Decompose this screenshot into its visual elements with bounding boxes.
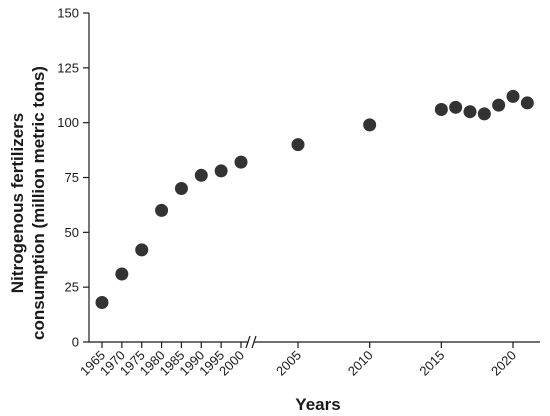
data-point [194,168,208,182]
data-point [234,155,248,169]
y-tick-label: 125 [57,60,79,75]
x-tick-label: 2020 [488,348,519,379]
x-axis-title: Years [295,395,340,414]
data-point [449,100,463,114]
x-axis-break-mark [245,335,251,349]
data-point [477,107,491,121]
y-axis-title-line-1: Nitrogenous fertilizers [8,113,27,293]
y-axis-title: Nitrogenous fertilizers consumption (mil… [8,66,48,340]
x-axis-break-mark [251,335,257,349]
data-point [214,164,228,178]
data-point [115,267,129,281]
data-points [95,89,534,310]
y-tick-label: 25 [65,280,79,295]
data-point [174,181,188,195]
data-point [135,243,149,257]
y-axis-title-line-2: consumption (million metric tons) [29,66,48,340]
y-axis: 0 25 50 75 100 125 150 [57,6,90,350]
data-point [506,89,520,103]
x-tick-label: 2015 [416,348,447,379]
data-point [95,296,109,310]
y-tick-label: 50 [65,225,79,240]
data-point [520,96,534,110]
y-tick-label: 75 [65,170,79,185]
y-tick-label: 100 [57,115,79,130]
data-point [463,105,477,119]
data-point [291,138,305,152]
x-tick-label: 2010 [345,348,376,379]
y-tick-label: 0 [72,335,79,350]
x-tick-label: 2005 [273,348,304,379]
data-point [155,203,169,217]
data-point [363,118,377,132]
data-point [434,103,448,117]
y-tick-label: 150 [57,6,79,21]
data-point [492,98,506,112]
